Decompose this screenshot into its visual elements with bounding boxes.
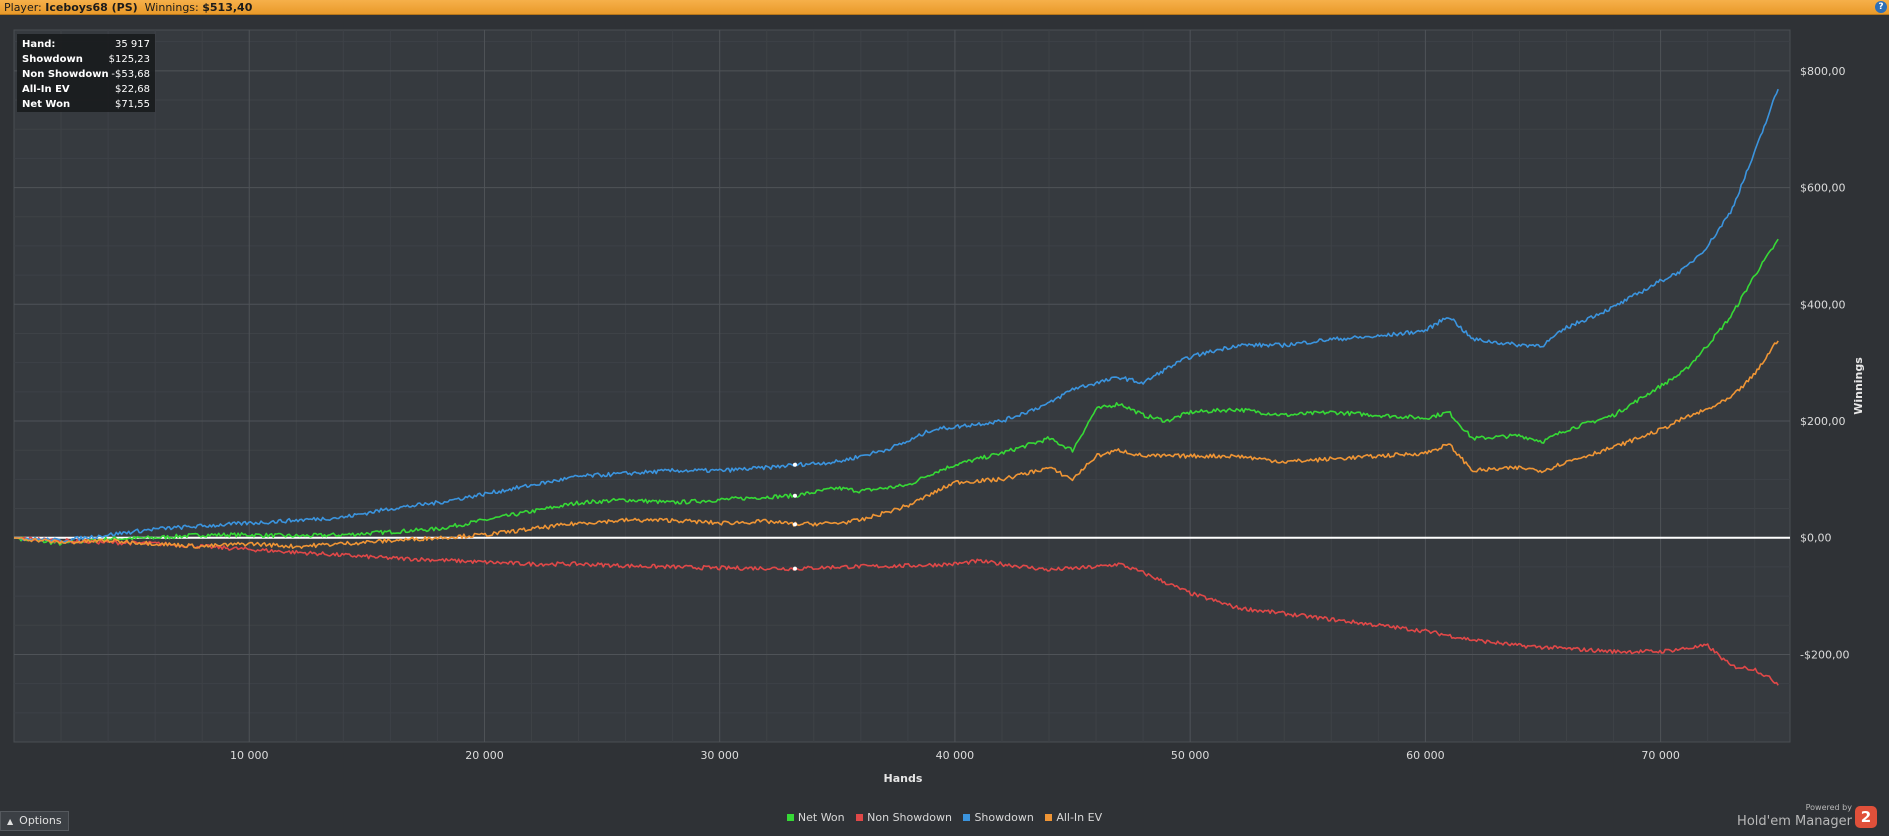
info-label: All-In EV (22, 84, 70, 95)
x-tick-label: 60 000 (1406, 749, 1445, 762)
legend-item-all-in-ev[interactable]: All-In EV (1045, 811, 1102, 824)
cursor-point (792, 566, 797, 571)
player-name: Iceboys68 (PS) (45, 1, 138, 14)
y-tick-label: -$200,00 (1800, 648, 1849, 661)
chart-legend: Net Won Non Showdown Showdown All-In EV (0, 811, 1889, 824)
info-value: -$53,68 (111, 69, 150, 80)
chevron-up-icon: ▲ (7, 817, 14, 826)
cursor-point (792, 462, 797, 467)
info-row-hand: Hand: 35 917 (22, 37, 150, 52)
y-tick-label: $600,00 (1800, 182, 1846, 195)
powered-by-product: Hold'em Manager (1737, 814, 1852, 829)
legend-swatch (856, 814, 864, 821)
options-button[interactable]: ▲ Options (0, 811, 69, 831)
x-tick-label: 40 000 (936, 749, 975, 762)
series-line-non-showdown (13, 536, 1779, 686)
legend-label: Non Showdown (867, 811, 952, 824)
info-label: Net Won (22, 99, 71, 110)
x-tick-label: 10 000 (230, 749, 269, 762)
x-tick-label: 20 000 (465, 749, 504, 762)
hover-info-box: Hand: 35 917 Showdown $125,23 Non Showdo… (17, 34, 155, 112)
powered-by-small: Powered by (1805, 803, 1852, 812)
info-value: $71,55 (115, 99, 150, 110)
series-line-showdown (13, 88, 1779, 543)
y-tick-label: $400,00 (1800, 298, 1846, 311)
legend-item-non-showdown[interactable]: Non Showdown (856, 811, 952, 824)
info-value: 35 917 (115, 39, 150, 50)
info-row-net-won: Net Won $71,55 (22, 97, 150, 112)
x-tick-label: 30 000 (700, 749, 739, 762)
legend-label: Net Won (797, 811, 845, 824)
legend-item-showdown[interactable]: Showdown (963, 811, 1034, 824)
legend-label: All-In EV (1056, 811, 1103, 824)
legend-swatch (786, 814, 794, 821)
info-value: $22,68 (115, 84, 150, 95)
options-label: Options (19, 814, 62, 827)
info-row-showdown: Showdown $125,23 (22, 52, 150, 67)
plot-area[interactable] (13, 29, 1791, 743)
info-row-all-in-ev: All-In EV $22,68 (22, 82, 150, 97)
y-tick-labels: -$200,00 $0,00 $200,00 $400,00 $600,00 $800,0… (1800, 65, 1849, 662)
x-axis-label: Hands (884, 772, 923, 785)
cursor-point (792, 522, 797, 527)
y-axis-label: Winnings (1852, 357, 1865, 415)
powered-by: Powered by Hold'em Manager (1737, 803, 1852, 829)
info-label: Hand: (22, 39, 56, 50)
x-tick-label: 50 000 (1171, 749, 1210, 762)
x-tick-labels: 10 000 20 000 30 000 40 000 50 000 60 000 70 0… (230, 749, 1680, 762)
winnings-value: $513,40 (202, 1, 253, 14)
help-icon[interactable]: ? (1875, 1, 1887, 13)
legend-swatch (1045, 814, 1053, 821)
chart-svg[interactable]: 10 000 20 000 30 000 40 000 50 000 60 000 70 0… (0, 16, 1889, 820)
major-grid (14, 30, 1790, 742)
info-value: $125,23 (108, 54, 150, 65)
player-label: Player: (4, 1, 42, 14)
y-tick-label: $200,00 (1800, 415, 1846, 428)
x-tick-label: 70 000 (1641, 749, 1680, 762)
cursor-point (792, 493, 797, 498)
series-lines (13, 88, 1779, 686)
legend-item-net-won[interactable]: Net Won (786, 811, 845, 824)
legend-swatch (963, 814, 971, 821)
y-tick-label: $800,00 (1800, 65, 1846, 78)
hem-logo-icon: 2 (1855, 806, 1877, 828)
y-tick-label: $0,00 (1800, 532, 1832, 545)
info-label: Showdown (22, 54, 83, 65)
info-row-non-showdown: Non Showdown -$53,68 (22, 67, 150, 82)
series-line-net-won (13, 238, 1779, 546)
legend-label: Showdown (974, 811, 1034, 824)
series-line-all-in-ev (13, 340, 1779, 550)
winnings-label: Winnings: (144, 1, 199, 14)
minor-grid (14, 30, 1790, 742)
title-bar: Player: Iceboys68 (PS) Winnings: $513,40… (0, 0, 1889, 15)
winnings-chart[interactable]: 10 000 20 000 30 000 40 000 50 000 60 000 70 0… (0, 16, 1889, 820)
info-label: Non Showdown (22, 69, 109, 80)
cursor-markers (792, 462, 797, 571)
